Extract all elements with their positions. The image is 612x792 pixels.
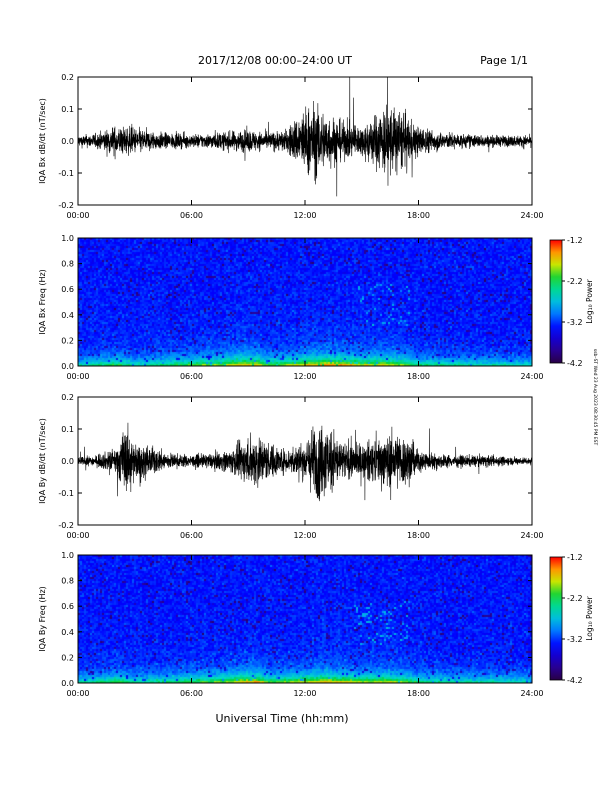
spectrogram-canvas [78, 555, 532, 683]
colorbar-tick-label: -1.2 [567, 236, 583, 245]
side-timestamp: ssb–ST Wed 23 Aug 2023 08:30:45 PM EST [592, 349, 598, 446]
spectrogram-panel-3: 1.0 0.8 0.6 0.4 0.2 0.0 IQA By Freq (Hz) 00:00 0… [38, 551, 594, 698]
x-tick-label: 24:00 [520, 689, 543, 698]
y-tick-label: 1.0 [61, 551, 74, 560]
y-tick-label: 0.2 [61, 336, 74, 345]
y-axis-title: IQA By Freq (Hz) [38, 586, 47, 652]
x-tick-label: 00:00 [66, 211, 89, 220]
y-tick-label: 0.6 [61, 602, 74, 611]
y-tick-label: 0.1 [61, 105, 74, 114]
colorbar-tick-label: -4.2 [567, 676, 583, 685]
y-tick-label: 0.2 [61, 393, 74, 402]
spectrogram-panel-1: 1.0 0.8 0.6 0.4 0.2 0.0 IQA Bx Freq (Hz) 00:00 0… [38, 234, 594, 381]
colorbar-tick-label: -3.2 [567, 318, 583, 327]
x-tick-label: 18:00 [407, 211, 430, 220]
x-tick-label: 24:00 [520, 372, 543, 381]
trace-panel-0: 0.2 0.1 0.0 -0.1 -0.2 IQA Bx dB/dt (nT/sec) 00… [38, 73, 544, 220]
y-tick-label: 0.6 [61, 285, 74, 294]
y-tick-label: -0.1 [58, 489, 74, 498]
colorbar-title: Log₁₀ Power [585, 278, 594, 323]
x-tick-label: 12:00 [293, 531, 316, 540]
x-tick-label: 06:00 [180, 211, 203, 220]
y-tick-label: -0.2 [58, 521, 74, 530]
x-tick-label: 06:00 [180, 689, 203, 698]
y-axis-title: IQA By dB/dt (nT/sec) [38, 418, 47, 504]
y-axis-title: IQA Bx Freq (Hz) [38, 269, 47, 335]
y-tick-label: 0.8 [61, 577, 74, 586]
x-tick-label: 18:00 [407, 531, 430, 540]
y-tick-label: 0.0 [61, 457, 74, 466]
x-axis-title: Universal Time (hh:mm) [216, 712, 349, 725]
y-tick-label: -0.2 [58, 201, 74, 210]
y-tick-label: 0.1 [61, 425, 74, 434]
y-tick-label: -0.1 [58, 169, 74, 178]
x-tick-label: 18:00 [407, 372, 430, 381]
colorbar-tick-label: -1.2 [567, 553, 583, 562]
y-tick-label: 0.0 [61, 679, 74, 688]
trace-panel-2: 0.2 0.1 0.0 -0.1 -0.2 IQA By dB/dt (nT/sec) 00… [38, 393, 544, 540]
x-tick-label: 24:00 [520, 531, 543, 540]
page-number: Page 1/1 [480, 54, 528, 67]
x-tick-label: 24:00 [520, 211, 543, 220]
colorbar [549, 239, 563, 364]
spectrogram-image [78, 238, 532, 366]
x-tick-label: 06:00 [180, 372, 203, 381]
y-tick-label: 0.8 [61, 260, 74, 269]
colorbar [549, 556, 563, 681]
y-tick-label: 0.2 [61, 73, 74, 82]
x-tick-label: 12:00 [293, 211, 316, 220]
colorbar-tick-label: -4.2 [567, 359, 583, 368]
colorbar-tick-label: -2.2 [567, 594, 583, 603]
y-tick-label: 0.4 [61, 311, 74, 320]
x-tick-label: 18:00 [407, 689, 430, 698]
x-tick-label: 00:00 [66, 689, 89, 698]
x-tick-label: 06:00 [180, 531, 203, 540]
y-tick-label: 0.2 [61, 653, 74, 662]
y-axis-title: IQA Bx dB/dt (nT/sec) [38, 98, 47, 184]
spectrogram-image [78, 555, 532, 683]
x-tick-label: 00:00 [66, 531, 89, 540]
trace-line [78, 77, 532, 197]
x-tick-label: 12:00 [293, 689, 316, 698]
colorbar-title: Log₁₀ Power [585, 595, 594, 640]
trace-line [78, 422, 532, 502]
y-tick-label: 0.0 [61, 137, 74, 146]
colorbar-tick-label: -3.2 [567, 635, 583, 644]
y-tick-label: 0.4 [61, 628, 74, 637]
colorbar-tick-label: -2.2 [567, 277, 583, 286]
y-tick-label: 1.0 [61, 234, 74, 243]
figure-title: 2017/12/08 00:00–24:00 UT [198, 54, 352, 67]
y-tick-label: 0.0 [61, 362, 74, 371]
x-tick-label: 00:00 [66, 372, 89, 381]
x-tick-label: 12:00 [293, 372, 316, 381]
spectrogram-canvas [78, 238, 532, 366]
